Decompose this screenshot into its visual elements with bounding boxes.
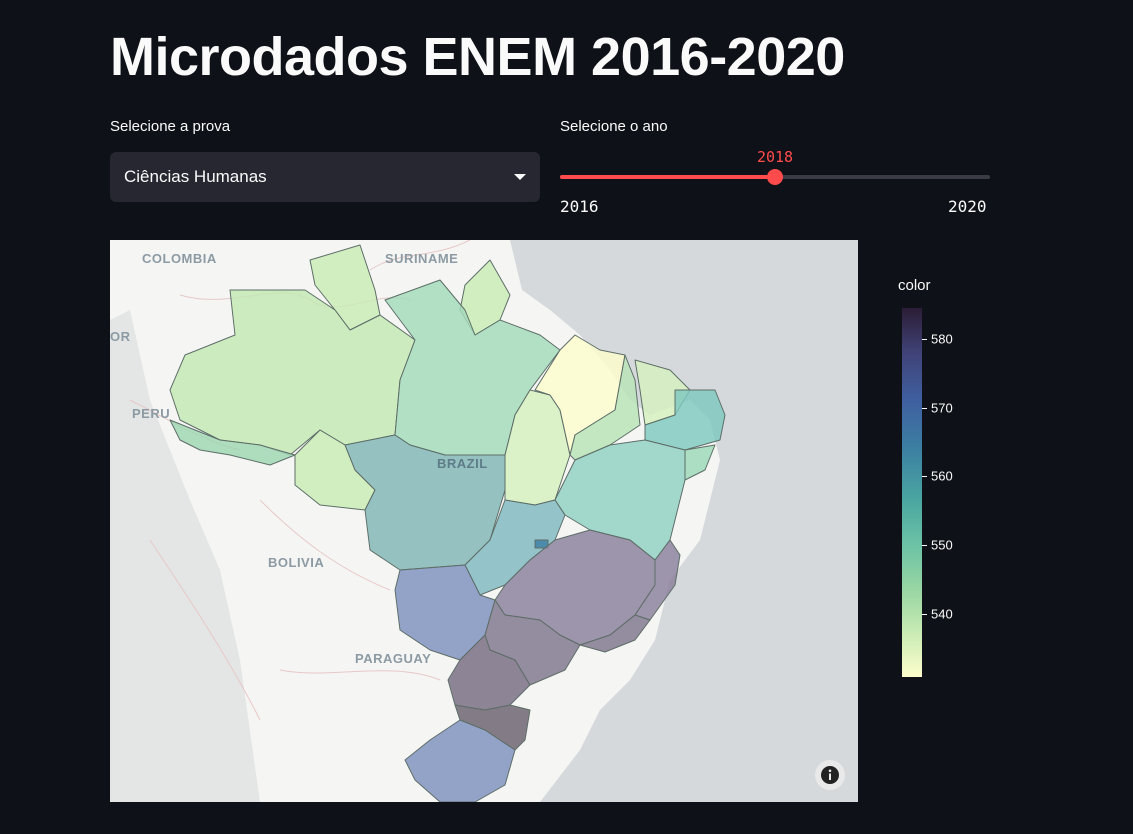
colorbar-label: 540: [931, 606, 953, 622]
label-edge: OR: [110, 329, 131, 344]
state-rio-grande-do-sul: [404, 719, 516, 802]
colorbar-label: 580: [931, 331, 953, 347]
colorbar-tick: [922, 408, 927, 409]
colorbar-tick: [922, 339, 927, 340]
ano-slider-max: 2020: [948, 197, 987, 216]
label-suriname: SURINAME: [385, 251, 458, 266]
label-brazil: BRAZIL: [437, 456, 488, 471]
state-rio-de-janeiro: [579, 614, 651, 653]
ano-slider-fill: [560, 175, 775, 179]
ano-slider-track[interactable]: [560, 169, 990, 185]
colorbar-tick: [922, 476, 927, 477]
colorbar-title: color: [898, 277, 931, 294]
label-colombia: COLOMBIA: [142, 251, 217, 266]
colorbar-tick: [922, 545, 927, 546]
ano-slider-thumb[interactable]: [767, 169, 783, 185]
prova-select[interactable]: Ciências Humanas: [110, 152, 540, 202]
page-title: Microdados ENEM 2016-2020: [110, 27, 845, 87]
colorbar: [902, 308, 922, 677]
label-peru: PERU: [132, 406, 170, 421]
label-bolivia: BOLIVIA: [268, 555, 324, 570]
state-acre: [169, 419, 296, 466]
info-glyph: [821, 766, 839, 784]
ano-slider-min: 2016: [560, 197, 599, 216]
colorbar-label: 550: [931, 537, 953, 553]
colorbar-label: 570: [931, 400, 953, 416]
state-parana: [447, 634, 531, 711]
andes-strip: [110, 310, 260, 802]
label-paraguay: PARAGUAY: [355, 651, 431, 666]
ano-slider-value: 2018: [756, 148, 794, 166]
prova-select-label: Selecione a prova: [110, 118, 231, 135]
ano-slider-label: Selecione o ano: [560, 118, 668, 135]
colorbar-tick: [922, 614, 927, 615]
prova-select-value: Ciências Humanas: [124, 167, 267, 186]
colorbar-label: 560: [931, 468, 953, 484]
map-canvas[interactable]: COLOMBIA SURINAME OR PERU BRAZIL BOLIVIA…: [110, 240, 858, 802]
info-icon[interactable]: [815, 760, 845, 790]
state-espirito-santo: [634, 539, 681, 621]
chevron-down-icon: [514, 174, 526, 180]
choropleth-map[interactable]: COLOMBIA SURINAME OR PERU BRAZIL BOLIVIA…: [110, 240, 858, 802]
